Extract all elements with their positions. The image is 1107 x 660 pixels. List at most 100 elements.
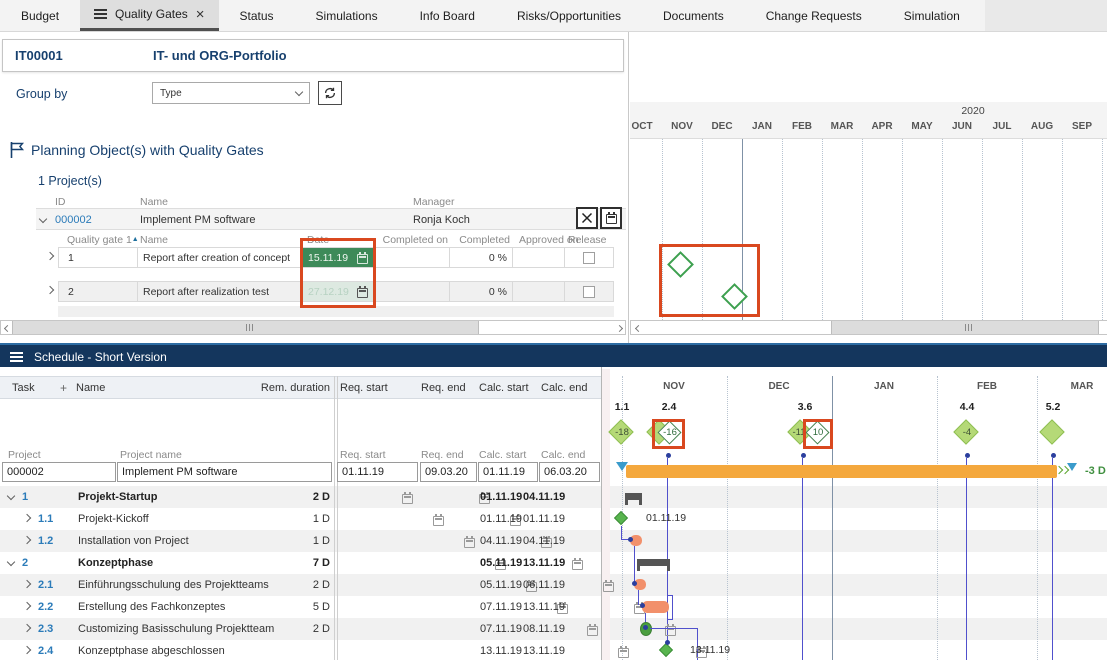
scroll-right-arrow[interactable] [614, 324, 624, 333]
calendar-icon[interactable] [541, 536, 553, 548]
calendar-icon[interactable] [479, 492, 491, 504]
task-bar[interactable] [634, 579, 646, 590]
milestone-diamond[interactable] [1039, 419, 1065, 445]
task-bar[interactable] [630, 535, 642, 546]
task-calc-end: 06.11.19 [523, 579, 566, 591]
calendar-icon[interactable] [664, 624, 676, 636]
calc-start-input[interactable]: 01.11.19 [478, 462, 538, 482]
project-id-link[interactable]: 000002 [55, 214, 92, 226]
milestone-date-label: 13.11.19 [690, 644, 731, 656]
expand-icon[interactable] [45, 251, 55, 261]
gate-date-cell[interactable]: 15.11.19 [303, 248, 374, 267]
horizontal-scrollbar[interactable] [630, 320, 1107, 335]
release-checkbox[interactable] [583, 285, 595, 298]
calendar-button[interactable] [600, 207, 622, 229]
calendar-icon[interactable] [695, 646, 707, 658]
group-by-select[interactable]: Type [152, 82, 310, 104]
project-id-input[interactable]: 000002 [2, 462, 116, 482]
task-bar[interactable] [642, 601, 669, 613]
row-stripe [0, 486, 1107, 508]
gate-row[interactable]: 2 Report after realization test 27.12.19… [58, 281, 614, 302]
task-number[interactable]: 1.2 [38, 535, 54, 547]
milestone-dot [1051, 453, 1056, 458]
calendar-icon[interactable] [572, 558, 584, 570]
task-name[interactable]: Konzeptphase abgeschlossen [78, 645, 225, 657]
summary-bar[interactable] [637, 559, 670, 571]
summary-bar[interactable] [625, 493, 642, 505]
calendar-icon[interactable] [587, 624, 599, 636]
req-end-input[interactable]: 09.03.20 [420, 462, 477, 482]
scroll-left-arrow[interactable] [633, 324, 643, 333]
calendar-icon[interactable] [603, 580, 615, 592]
calendar-icon[interactable] [357, 285, 368, 298]
month-label: JUL [992, 121, 1012, 132]
task-number[interactable]: 2.2 [38, 601, 54, 613]
task-number[interactable]: 1 [22, 491, 29, 503]
collapse-icon[interactable] [38, 214, 48, 224]
gate-release-cell [565, 248, 613, 267]
refresh-button[interactable] [318, 81, 342, 105]
task-name[interactable]: Projekt-Kickoff [78, 513, 149, 525]
calendar-icon[interactable] [525, 580, 537, 592]
tab-simulations[interactable]: Simulations [315, 8, 378, 23]
task-calc-start: 07.11.19 [480, 623, 523, 635]
expand-icon[interactable] [45, 285, 55, 295]
sort-ascending-icon[interactable]: ▲ [131, 236, 139, 243]
tab-info-board[interactable]: Info Board [419, 8, 475, 23]
task-name[interactable]: Erstellung des Fachkonzeptes [78, 601, 226, 613]
group-by-value: Type [160, 87, 182, 99]
task-calc-start: 13.11.19 [480, 645, 523, 657]
connector-dot [643, 625, 648, 630]
scroll-left-arrow[interactable] [2, 324, 12, 333]
calc-end-input[interactable]: 06.03.20 [539, 462, 600, 482]
gate-date-cell[interactable]: 27.12.19 [303, 282, 374, 301]
task-number[interactable]: 2.1 [38, 579, 54, 591]
task-number[interactable]: 1.1 [38, 513, 54, 525]
gate-number: 2 [59, 282, 138, 301]
tab-documents[interactable]: Documents [663, 8, 724, 23]
calendar-icon[interactable] [494, 558, 506, 570]
tab-change-requests[interactable]: Change Requests [765, 8, 862, 23]
horizontal-scrollbar[interactable] [0, 320, 626, 335]
month-label: FEB [792, 121, 812, 132]
calendar-icon[interactable] [432, 514, 444, 526]
calendar-icon[interactable] [618, 646, 630, 658]
close-icon[interactable]: × [195, 5, 205, 23]
task-name[interactable]: Projekt-Startup [78, 491, 158, 503]
milestone-label: 5.2 [1045, 401, 1061, 413]
gate-release-cell [565, 282, 613, 301]
scrollbar-thumb[interactable] [12, 321, 479, 334]
calendar-icon[interactable] [357, 251, 368, 264]
calendar-icon[interactable] [402, 492, 413, 504]
release-checkbox[interactable] [583, 251, 595, 264]
portfolio-header: IT00001 IT- und ORG-Portfolio [2, 39, 624, 72]
tab-status[interactable]: Status [239, 8, 274, 23]
col-task: Task [12, 382, 35, 394]
task-name[interactable]: Customizing Basisschulung Projektteam [78, 623, 275, 635]
tab-risks-opportunities[interactable]: Risks/Opportunities [516, 8, 621, 23]
col-name: Name [140, 196, 169, 208]
remove-button[interactable] [576, 207, 598, 229]
req-start-input[interactable]: 01.11.19 [337, 462, 418, 482]
task-name[interactable]: Installation von Project [78, 535, 189, 547]
calendar-icon[interactable] [463, 536, 475, 548]
scrollbar-thumb[interactable] [831, 321, 1099, 334]
add-task-button[interactable]: + [60, 381, 68, 395]
project-bar[interactable] [626, 465, 1057, 478]
task-name[interactable]: Konzeptphase [78, 557, 154, 569]
task-number[interactable]: 2 [22, 557, 29, 569]
tab-quality-gates[interactable]: Quality Gates × [80, 0, 219, 31]
task-number[interactable]: 2.4 [38, 645, 54, 657]
project-row[interactable]: 000002 Implement PM software Ronja Koch [36, 208, 626, 230]
tab-simulation[interactable]: Simulation [903, 8, 960, 23]
project-name-input[interactable]: Implement PM software [117, 462, 332, 482]
month-label: MAR [1070, 381, 1094, 392]
tab-budget[interactable]: Budget [21, 8, 60, 23]
gate-row[interactable]: 1 Report after creation of concept 15.11… [58, 247, 614, 268]
calendar-icon[interactable] [510, 514, 522, 526]
milestone-label: 4.4 [959, 401, 975, 413]
calendar-icon[interactable] [556, 602, 568, 614]
task-name[interactable]: Einführungsschulung des Projektteams [78, 579, 269, 591]
task-number[interactable]: 2.3 [38, 623, 54, 635]
portfolio-id: IT00001 [15, 48, 63, 63]
